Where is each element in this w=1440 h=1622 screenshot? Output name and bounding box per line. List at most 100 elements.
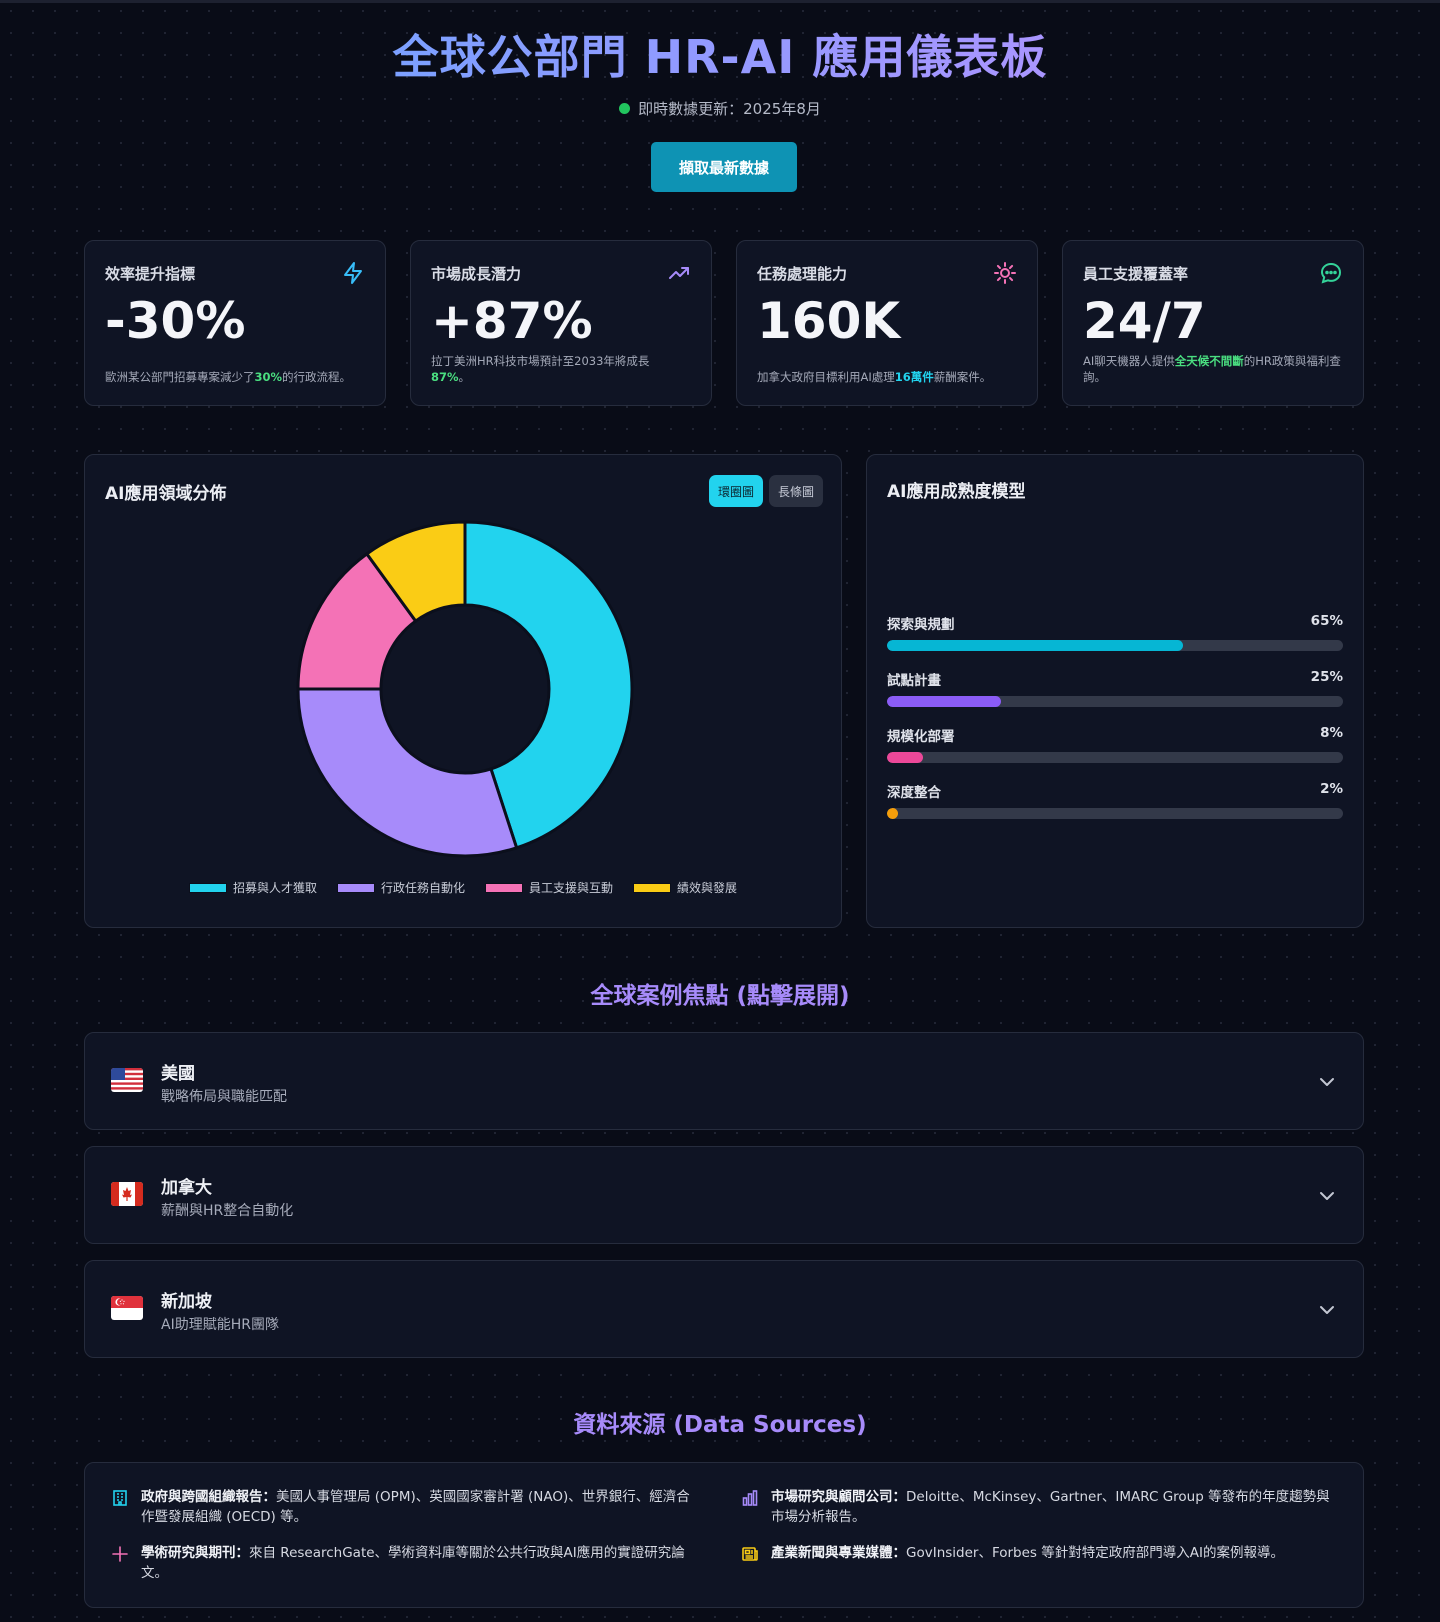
progress-fill (887, 808, 898, 819)
top-border (0, 0, 1440, 3)
legend-swatch (188, 882, 227, 893)
case-country: 美國 (161, 1064, 195, 1084)
singapore-flag-icon (111, 1296, 143, 1320)
source-text: 產業新聞與專業媒體：GovInsider、Forbes 等針對特定政府部門導入A… (771, 1545, 1284, 1561)
chart-legend: 招募與人才獲取 行政任務自動化 員工支援與互動 績效與發展 (85, 879, 841, 896)
case-country: 新加坡 (161, 1292, 212, 1312)
progress-track (887, 752, 1343, 763)
panel-title: AI應用領域分佈 (105, 484, 227, 504)
plus-icon (112, 1546, 128, 1562)
legend-item[interactable]: 績效與發展 (633, 879, 737, 896)
page-title: 全球公部門 HR-AI 應用儀表板 (0, 26, 1440, 88)
stat-highlight: 16萬件 (894, 370, 934, 384)
update-status-text: 即時數據更新：2025年8月 (638, 100, 821, 118)
stage-label: 規模化部署 (887, 729, 955, 745)
stat-value: -30% (105, 292, 246, 350)
stat-card-support-coverage: 員工支援覆蓋率 24/7 AI聊天機器人提供全天候不間斷的HR政策與福利查詢。 (1062, 240, 1364, 406)
newspaper-icon (742, 1547, 758, 1561)
stage-percent: 25% (1310, 669, 1343, 685)
stage-label: 深度整合 (887, 785, 941, 801)
stat-card-efficiency: 效率提升指標 -30% 歐洲某公部門招募專案減少了30%的行政流程。 (84, 240, 386, 406)
progress-track (887, 696, 1343, 707)
progress-track (887, 640, 1343, 651)
stat-highlight: 30% (254, 370, 283, 384)
source-item-academic: 學術研究與期刊：來自 ResearchGate、學術資料庫等關於公共行政與AI應… (111, 1543, 701, 1583)
case-subtitle: 戰略佈局與職能匹配 (161, 1089, 287, 1105)
legend-item[interactable]: 招募與人才獲取 (188, 879, 317, 896)
stage-percent: 2% (1320, 781, 1343, 797)
chat-bubble-icon (1320, 262, 1342, 284)
progress-track (887, 808, 1343, 819)
stat-label: 任務處理能力 (757, 265, 848, 283)
stat-description: 歐洲某公部門招募專案減少了30%的行政流程。 (105, 370, 352, 384)
live-status-dot-icon (619, 103, 631, 114)
stat-value: +87% (431, 292, 593, 350)
source-item-news: 產業新聞與專業媒體：GovInsider、Forbes 等針對特定政府部門導入A… (741, 1543, 1341, 1563)
source-item-market-research: 市場研究與顧問公司：Deloitte、McKinsey、Gartner、IMAR… (741, 1487, 1341, 1527)
stat-description: 拉丁美洲HR科技市場預計至2033年將成長 87%。 (431, 354, 650, 384)
trending-up-icon (669, 267, 689, 279)
stat-card-market-growth: 市場成長潛力 +87% 拉丁美洲HR科技市場預計至2033年將成長 87%。 (410, 240, 712, 406)
stat-description: 加拿大政府目標利用AI處理16萬件薪酬案件。 (757, 370, 992, 384)
panel-title: AI應用成熟度模型 (887, 482, 1026, 502)
building-icon (113, 1490, 127, 1506)
legend-item[interactable]: 行政任務自動化 (336, 879, 465, 896)
case-subtitle: 薪酬與HR整合自動化 (161, 1203, 294, 1219)
source-text: 學術研究與期刊：來自 ResearchGate、學術資料庫等關於公共行政與AI應… (141, 1545, 685, 1581)
legend-label: 績效與發展 (677, 881, 738, 895)
legend-swatch (633, 882, 672, 893)
stat-label: 員工支援覆蓋率 (1083, 265, 1189, 283)
source-text: 政府與跨國組織報告：美國人事管理局 (OPM)、英國國家審計署 (NAO)、世界… (141, 1489, 690, 1525)
chevron-down-icon[interactable] (1317, 1186, 1337, 1206)
maturity-stage-row: 規模化部署 8% (887, 725, 1343, 763)
legend-item[interactable]: 員工支援與互動 (485, 879, 613, 896)
maturity-stage-row: 深度整合 2% (887, 781, 1343, 819)
page-header: 全球公部門 HR-AI 應用儀表板 即時數據更新：2025年8月 (0, 26, 1440, 119)
ai-distribution-panel: AI應用領域分佈 環圈圖 長條圖 招募與人才獲取 行政任務自動化 員工支援與互動 績效… (84, 454, 842, 928)
source-item-government: 政府與跨國組織報告：美國人事管理局 (OPM)、英國國家審計署 (NAO)、世界… (111, 1487, 701, 1527)
chevron-down-icon[interactable] (1317, 1300, 1337, 1320)
maturity-stage-row: 試點計畫 25% (887, 669, 1343, 707)
donut-slice-1[interactable] (463, 520, 634, 850)
cases-section-title: 全球案例焦點 (點擊展開) (590, 983, 850, 1009)
stat-value: 24/7 (1083, 292, 1206, 350)
legend-label: 招募與人才獲取 (232, 881, 317, 895)
stat-card-task-capacity: 任務處理能力 160K 加拿大政府目標利用AI處理16萬件薪酬案件。 (736, 240, 1038, 406)
donut-slice-4[interactable] (364, 520, 467, 624)
donut-slice-2[interactable] (296, 687, 519, 858)
legend-swatch (336, 882, 375, 893)
case-accordion-singapore[interactable]: 新加坡 AI助理賦能HR團隊 (84, 1260, 1364, 1358)
progress-fill (887, 640, 1184, 651)
lightning-icon (344, 262, 362, 284)
progress-fill (887, 696, 1001, 707)
source-text: 市場研究與顧問公司：Deloitte、McKinsey、Gartner、IMAR… (771, 1489, 1330, 1525)
us-flag-icon (111, 1068, 143, 1092)
stat-label: 市場成長潛力 (431, 265, 522, 283)
bar-chart-icon (742, 1490, 758, 1506)
stat-label: 效率提升指標 (105, 265, 196, 283)
gear-icon (994, 262, 1016, 284)
donut-chart-toggle[interactable]: 環圈圖 (709, 475, 764, 507)
canada-flag-icon (111, 1182, 143, 1206)
stage-label: 試點計畫 (887, 673, 941, 689)
sources-panel: 政府與跨國組織報告：美國人事管理局 (OPM)、英國國家審計署 (NAO)、世界… (84, 1462, 1364, 1608)
case-accordion-canada[interactable]: 加拿大 薪酬與HR整合自動化 (84, 1146, 1364, 1244)
stage-percent: 65% (1310, 613, 1343, 629)
maturity-model-panel: AI應用成熟度模型 探索與規劃 65% 試點計畫 25% 規模化部署 8% 深度整合 2% (866, 454, 1364, 928)
progress-fill (887, 752, 924, 763)
stage-percent: 8% (1320, 725, 1343, 741)
update-status: 即時數據更新：2025年8月 (0, 98, 1440, 119)
bar-chart-toggle[interactable]: 長條圖 (769, 475, 824, 507)
case-country: 加拿大 (161, 1178, 212, 1198)
stat-highlight: 全天候不間斷 (1174, 354, 1244, 368)
stage-label: 探索與規劃 (887, 617, 955, 633)
legend-label: 行政任務自動化 (380, 881, 465, 895)
case-accordion-usa[interactable]: 美國 戰略佈局與職能匹配 (84, 1032, 1364, 1130)
fetch-latest-data-button[interactable]: 擷取最新數據 (651, 142, 797, 192)
chevron-down-icon[interactable] (1317, 1072, 1337, 1092)
stat-description: AI聊天機器人提供全天候不間斷的HR政策與福利查詢。 (1083, 354, 1341, 384)
maturity-stage-row: 探索與規劃 65% (887, 613, 1343, 651)
sources-section-title: 資料來源 (Data Sources) (573, 1412, 867, 1438)
case-subtitle: AI助理賦能HR團隊 (161, 1317, 279, 1333)
stat-highlight: 87% (431, 370, 459, 384)
